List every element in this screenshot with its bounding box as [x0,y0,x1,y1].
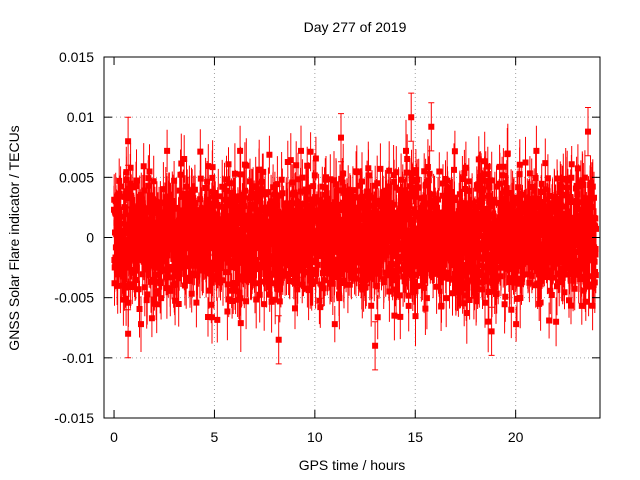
x-tick-label: 15 [407,429,423,445]
x-axis-label: GPS time / hours [299,457,406,473]
x-tick-label: 20 [508,429,524,445]
chart-title: Day 277 of 2019 [304,19,407,35]
y-tick-label: 0.015 [59,49,94,65]
axis-ticks: 0.015 0.01 0.005 0 -0.005 -0.01 -0.015 0 5 10 15 20 [54,49,600,445]
y-axis-label: GNSS Solar Flare indicator / TECUs [6,125,22,350]
y-tick-label: -0.01 [62,350,94,366]
data-series [111,92,599,371]
y-tick-label: -0.005 [54,290,94,306]
y-tick-label: 0.005 [59,169,94,185]
data-points [111,114,599,349]
x-tick-label: 10 [307,429,323,445]
y-tick-label: -0.015 [54,410,94,426]
x-tick-label: 0 [110,429,118,445]
x-tick-label: 5 [211,429,219,445]
y-tick-label: 0.01 [67,109,94,125]
y-tick-label: 0 [86,230,94,246]
